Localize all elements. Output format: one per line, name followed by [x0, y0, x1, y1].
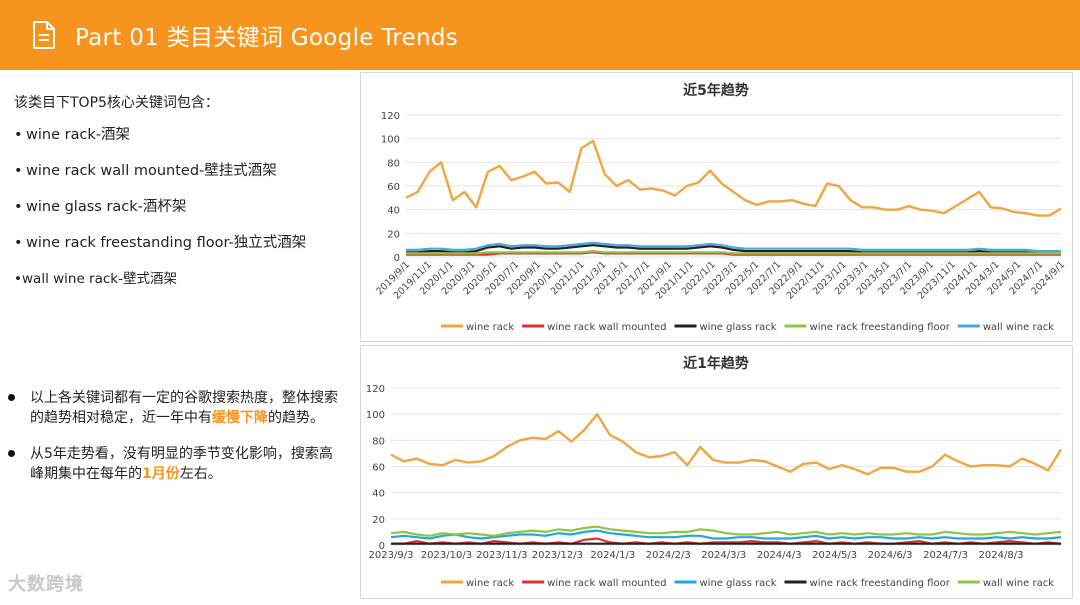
x-tick-label: 2024/5/3	[812, 550, 857, 561]
y-tick-label: 100	[381, 135, 400, 146]
keyword-text: wine rack-酒架	[26, 127, 131, 143]
chart-5-year-trend: 近5年趋势 0 20 40 60 80 100 120 2019/9/1 2019/11/1 202…	[360, 72, 1073, 342]
y-tick-label: 0	[394, 253, 400, 264]
keyword-text: wall wine rack-壁式酒架	[22, 271, 177, 287]
chart-1-year-svg: 近1年趋势 0 20 40 60 80 100 120 2023/9/3 2023/10/3 202…	[366, 355, 1063, 589]
x-tick-label: 2024/2/3	[646, 550, 691, 561]
note-highlight: 缓慢下降	[212, 410, 268, 426]
bullet: •	[14, 235, 23, 251]
x-tick-label: 2023/9/3	[369, 550, 414, 561]
bullet: •	[14, 199, 23, 215]
series-line	[390, 525, 1062, 537]
x-tick-label: 2023/10/3	[421, 550, 472, 561]
keyword-text: wine glass rack-酒杯架	[26, 199, 187, 215]
bullet: •	[14, 127, 23, 143]
analysis-notes: 以上各关键词都有一定的谷歌搜索热度，整体搜索的趋势相对稳定，近一年中有缓慢下降的…	[8, 388, 338, 500]
keyword-item: • wine glass rack-酒杯架	[14, 198, 306, 234]
y-tick-label: 0	[379, 541, 385, 552]
legend-label: wine rack wall mounted	[547, 578, 666, 589]
y-tick-label: 40	[387, 206, 400, 217]
legend-label: wine glass rack	[700, 322, 777, 333]
legend-label: wine rack wall mounted	[547, 322, 666, 333]
y-tick-label: 40	[372, 489, 385, 500]
y-tick-label: 20	[387, 229, 400, 240]
note-item: 从5年走势看，没有明显的季节变化影响，搜索高峰期集中在每年的1月份左右。	[8, 444, 338, 484]
keyword-text: wine rack freestanding floor-独立式酒架	[26, 235, 307, 251]
chart-title: 近5年趋势	[683, 82, 749, 99]
legend-label: wall wine rack	[983, 578, 1054, 589]
y-tick-label: 120	[381, 111, 400, 122]
x-tick-label: 2024/4/3	[757, 550, 802, 561]
y-tick-label: 60	[387, 182, 400, 193]
keyword-item: • wine rack-酒架	[14, 126, 306, 162]
series-line	[406, 241, 1061, 253]
note-text: 从5年走势看，没有明显的季节变化影响，搜索高峰期集中在每年的	[30, 446, 333, 482]
bullet-dot	[8, 394, 15, 401]
header-bar: Part 01 类目关键词 Google Trends	[0, 0, 1080, 70]
page-title: Part 01 类目关键词 Google Trends	[75, 25, 459, 51]
note-highlight: 1月份	[142, 466, 180, 482]
legend-label: wall wine rack	[983, 322, 1054, 333]
x-tick-label: 2024/3/3	[701, 550, 746, 561]
chart-1-year-trend: 近1年趋势 0 20 40 60 80 100 120 2023/9/3 2023/10/3 202…	[360, 345, 1073, 599]
legend-label: wine rack	[466, 322, 514, 333]
keyword-item: • wine rack freestanding floor-独立式酒架	[14, 234, 306, 270]
intro-text: 该类目下TOP5核心关键词包含：	[14, 95, 219, 111]
y-tick-label: 80	[387, 158, 400, 169]
legend-label: wine glass rack	[700, 578, 777, 589]
legend-label: wine rack freestanding floor	[810, 322, 951, 333]
x-tick-label: 2023/12/3	[532, 550, 583, 561]
chart-title: 近1年趋势	[683, 355, 749, 372]
keyword-item: •wall wine rack-壁式酒架	[14, 270, 306, 306]
note-item: 以上各关键词都有一定的谷歌搜索热度，整体搜索的趋势相对稳定，近一年中有缓慢下降的…	[8, 388, 338, 428]
keyword-item: • wine rack wall mounted-壁挂式酒架	[14, 162, 306, 198]
bullet: •	[14, 163, 23, 179]
x-tick-label: 2024/7/3	[923, 550, 968, 561]
chart-5-year-svg: 近5年趋势0204060801001202019/9/12019/11/1202…	[374, 82, 1067, 333]
note-text: 以上各关键词都有一定的谷歌搜索热度，整体搜索的趋势相对稳定，近一年中有	[30, 390, 338, 426]
legend-label: wine rack	[466, 578, 514, 589]
y-tick-label: 100	[366, 410, 385, 421]
series-line	[405, 139, 1062, 217]
series-line	[406, 250, 1061, 255]
series-line	[390, 412, 1063, 476]
y-tick-label: 60	[372, 463, 385, 474]
note-text: 的趋势。	[268, 410, 324, 426]
keyword-text: wine rack wall mounted-壁挂式酒架	[26, 163, 277, 179]
x-tick-label: 2024/1/3	[590, 550, 635, 561]
watermark-logo: 大数跨境	[8, 574, 84, 595]
y-tick-label: 20	[372, 515, 385, 526]
series-line	[390, 529, 1062, 540]
legend-label: wine rack freestanding floor	[810, 578, 951, 589]
x-tick-label: 2024/8/3	[979, 550, 1024, 561]
y-tick-label: 80	[372, 436, 385, 447]
document-icon	[33, 21, 55, 49]
x-tick-label: 2023/11/3	[476, 550, 527, 561]
note-text: 左右。	[179, 466, 222, 482]
keyword-list: • wine rack-酒架 • wine rack wall mounted-壁挂…	[14, 126, 306, 306]
bullet-dot	[8, 450, 15, 457]
x-tick-label: 2024/6/3	[868, 550, 913, 561]
bullet: •	[14, 271, 22, 287]
y-tick-label: 120	[366, 384, 385, 395]
